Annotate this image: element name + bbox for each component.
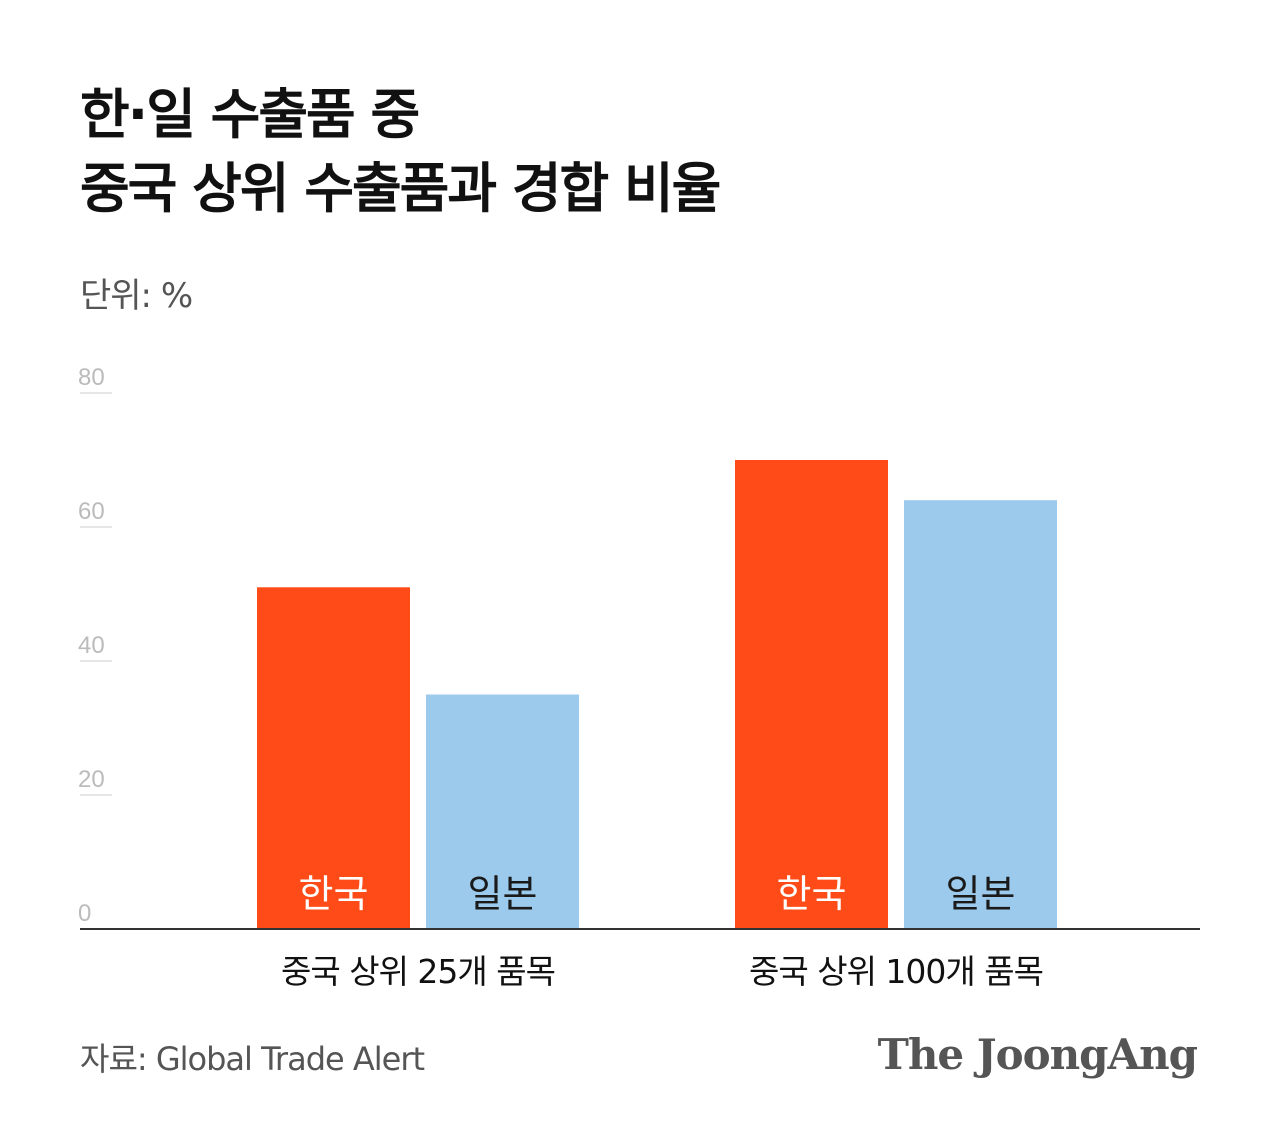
x-category-label: 중국 상위 25개 품목 [281,952,555,991]
source-note: 자료: Global Trade Alert [80,1040,425,1078]
title-line-2: 중국 상위 수출품과 경합 비율 [80,157,721,220]
y-tick-label: 80 [78,364,105,391]
bar-japan-2 [904,500,1057,929]
bar-korea-2 [735,460,888,929]
y-tick-label: 0 [78,900,91,927]
publisher-logo: The JoongAng [877,1030,1198,1079]
bar-series-label: 한국 [299,872,369,916]
title-line-1: 한·일 수출품 중 [80,83,420,146]
y-tick-label: 20 [78,766,105,793]
bar-series-label: 일본 [468,872,538,916]
y-tick-label: 60 [78,498,105,525]
bar-series-label: 한국 [777,872,847,916]
chart-title: 한·일 수출품 중 중국 상위 수출품과 경합 비율 [80,78,1180,226]
x-category-label: 중국 상위 100개 품목 [749,952,1043,991]
bar-series-label: 일본 [946,872,1016,916]
bar-korea-1 [257,587,410,929]
y-tick-label: 40 [78,632,105,659]
bar-japan-1 [426,694,579,929]
unit-label: 단위: % [80,276,193,316]
